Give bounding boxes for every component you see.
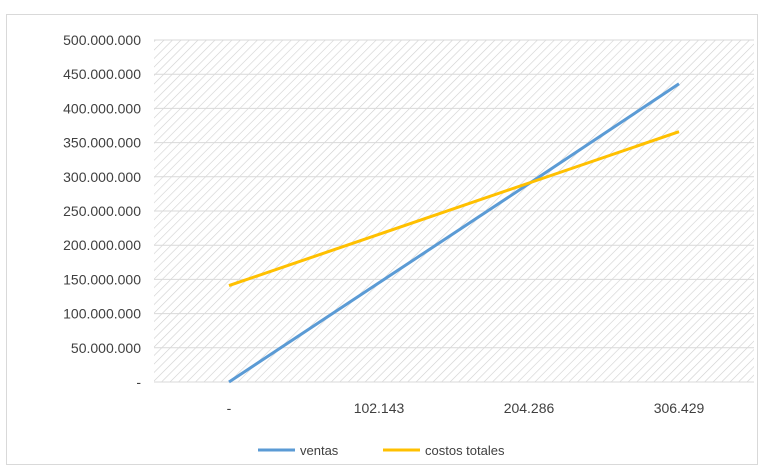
legend-label-ventas: ventas — [300, 443, 339, 458]
legend: ventas costos totales — [258, 443, 505, 458]
gridlines — [154, 39, 754, 383]
y-tick-label: 350.000.000 — [63, 135, 141, 151]
y-tick-label: 50.000.000 — [71, 340, 141, 356]
y-tick-label: 500.000.000 — [63, 32, 141, 48]
y-axis: 500.000.000 450.000.000 400.000.000 350.000… — [63, 32, 141, 390]
y-tick-label: 400.000.000 — [63, 100, 141, 116]
y-tick-label: - — [136, 374, 141, 390]
x-tick-label: - — [227, 400, 232, 416]
y-tick-label: 250.000.000 — [63, 203, 141, 219]
x-tick-label: 204.286 — [504, 400, 555, 416]
y-tick-label: 100.000.000 — [63, 306, 141, 322]
legend-label-costos-totales: costos totales — [425, 443, 505, 458]
x-tick-label: 306.429 — [654, 400, 705, 416]
series-line-costos-totales — [228, 130, 680, 288]
y-tick-label: 300.000.000 — [63, 169, 141, 185]
x-tick-label: 102.143 — [354, 400, 405, 416]
y-tick-label: 450.000.000 — [63, 66, 141, 82]
x-axis: - 102.143 204.286 306.429 — [227, 400, 705, 416]
series-lines — [228, 82, 680, 384]
y-tick-label: 200.000.000 — [63, 237, 141, 253]
series-line-ventas — [228, 82, 680, 384]
y-tick-label: 150.000.000 — [63, 271, 141, 287]
